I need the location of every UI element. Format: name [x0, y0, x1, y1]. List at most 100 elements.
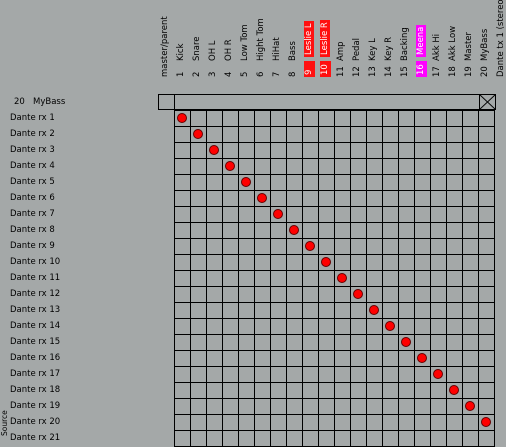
matrix-cell[interactable] [447, 239, 463, 255]
matrix-cell[interactable] [399, 271, 415, 287]
matrix-cell[interactable] [335, 223, 351, 239]
matrix-cell[interactable] [239, 175, 255, 191]
matrix-cell[interactable] [351, 271, 367, 287]
matrix-cell[interactable] [239, 431, 255, 447]
matrix-cell[interactable] [191, 127, 207, 143]
matrix-cell[interactable] [367, 335, 383, 351]
matrix-cell[interactable] [255, 271, 271, 287]
matrix-cell[interactable] [447, 383, 463, 399]
matrix-cell[interactable] [255, 111, 271, 127]
matrix-cell[interactable] [415, 367, 431, 383]
matrix-cell[interactable] [319, 431, 335, 447]
matrix-cell[interactable] [335, 143, 351, 159]
matrix-cell[interactable] [463, 255, 479, 271]
matrix-cell[interactable] [175, 287, 191, 303]
matrix-cell[interactable] [463, 399, 479, 415]
matrix-cell[interactable] [207, 287, 223, 303]
matrix-cell[interactable] [335, 287, 351, 303]
matrix-cell[interactable] [175, 175, 191, 191]
matrix-cell[interactable] [287, 239, 303, 255]
matrix-cell[interactable] [255, 223, 271, 239]
column-header-15[interactable]: 15 Backing [398, 0, 414, 88]
matrix-cell[interactable] [191, 287, 207, 303]
matrix-cell[interactable] [367, 399, 383, 415]
matrix-cell[interactable] [255, 303, 271, 319]
matrix-cell[interactable] [239, 383, 255, 399]
matrix-cell[interactable] [399, 255, 415, 271]
matrix-cell[interactable] [415, 175, 431, 191]
matrix-cell[interactable] [431, 303, 447, 319]
matrix-cell[interactable] [399, 335, 415, 351]
matrix-cell[interactable] [287, 191, 303, 207]
matrix-cell[interactable] [303, 127, 319, 143]
matrix-cell[interactable] [223, 287, 239, 303]
matrix-cell[interactable] [463, 271, 479, 287]
matrix-cell[interactable] [319, 319, 335, 335]
matrix-cell[interactable] [415, 431, 431, 447]
matrix-cell[interactable] [175, 255, 191, 271]
matrix-cell[interactable] [223, 223, 239, 239]
matrix-cell[interactable] [271, 159, 287, 175]
matrix-cell[interactable] [431, 255, 447, 271]
matrix-cell[interactable] [367, 223, 383, 239]
matrix-cell[interactable] [207, 207, 223, 223]
matrix-cell[interactable] [287, 175, 303, 191]
matrix-cell[interactable] [447, 351, 463, 367]
column-header-3[interactable]: 3 OH L [206, 0, 222, 88]
matrix-cell[interactable] [303, 255, 319, 271]
matrix-cell[interactable] [255, 367, 271, 383]
matrix-cell[interactable] [463, 127, 479, 143]
matrix-cell[interactable] [287, 127, 303, 143]
matrix-cell[interactable] [223, 271, 239, 287]
matrix-cell[interactable] [223, 431, 239, 447]
matrix-cell[interactable] [303, 351, 319, 367]
matrix-cell[interactable] [447, 399, 463, 415]
column-header-4[interactable]: 4 OH R [222, 0, 238, 88]
matrix-cell[interactable] [479, 143, 495, 159]
matrix-cell[interactable] [223, 175, 239, 191]
matrix-cell[interactable] [271, 415, 287, 431]
matrix-cell[interactable] [351, 111, 367, 127]
matrix-cell[interactable] [447, 303, 463, 319]
matrix-cell[interactable] [175, 239, 191, 255]
matrix-cell[interactable] [319, 367, 335, 383]
matrix-cell[interactable] [367, 239, 383, 255]
matrix-cell[interactable] [319, 223, 335, 239]
matrix-cell[interactable] [431, 399, 447, 415]
column-header-9[interactable]: 9 Leslie L [302, 0, 318, 88]
column-header-19[interactable]: 19 Master [462, 0, 478, 88]
matrix-cell[interactable] [367, 431, 383, 447]
matrix-cell[interactable] [383, 383, 399, 399]
matrix-cell[interactable] [223, 191, 239, 207]
matrix-cell[interactable] [319, 287, 335, 303]
matrix-cell[interactable] [303, 383, 319, 399]
matrix-cell[interactable] [479, 319, 495, 335]
matrix-cell[interactable] [191, 431, 207, 447]
matrix-cell[interactable] [271, 175, 287, 191]
matrix-cell[interactable] [415, 287, 431, 303]
matrix-cell[interactable] [335, 159, 351, 175]
matrix-cell[interactable] [287, 415, 303, 431]
matrix-cell[interactable] [383, 207, 399, 223]
column-header-14[interactable]: 14 Key R [382, 0, 398, 88]
matrix-cell[interactable] [287, 223, 303, 239]
matrix-cell[interactable] [463, 335, 479, 351]
matrix-cell[interactable] [207, 159, 223, 175]
matrix-cell[interactable] [399, 175, 415, 191]
matrix-cell[interactable] [191, 383, 207, 399]
matrix-cell[interactable] [335, 127, 351, 143]
matrix-cell[interactable] [415, 415, 431, 431]
matrix-cell[interactable] [175, 319, 191, 335]
matrix-cell[interactable] [479, 191, 495, 207]
matrix-cell[interactable] [431, 143, 447, 159]
matrix-cell[interactable] [399, 159, 415, 175]
matrix-cell[interactable] [175, 191, 191, 207]
matrix-cell[interactable] [175, 431, 191, 447]
matrix-cell[interactable] [207, 319, 223, 335]
matrix-cell[interactable] [223, 127, 239, 143]
matrix-cell[interactable] [319, 415, 335, 431]
matrix-cell[interactable] [351, 127, 367, 143]
matrix-cell[interactable] [415, 303, 431, 319]
matrix-cell[interactable] [191, 111, 207, 127]
matrix-cell[interactable] [303, 111, 319, 127]
